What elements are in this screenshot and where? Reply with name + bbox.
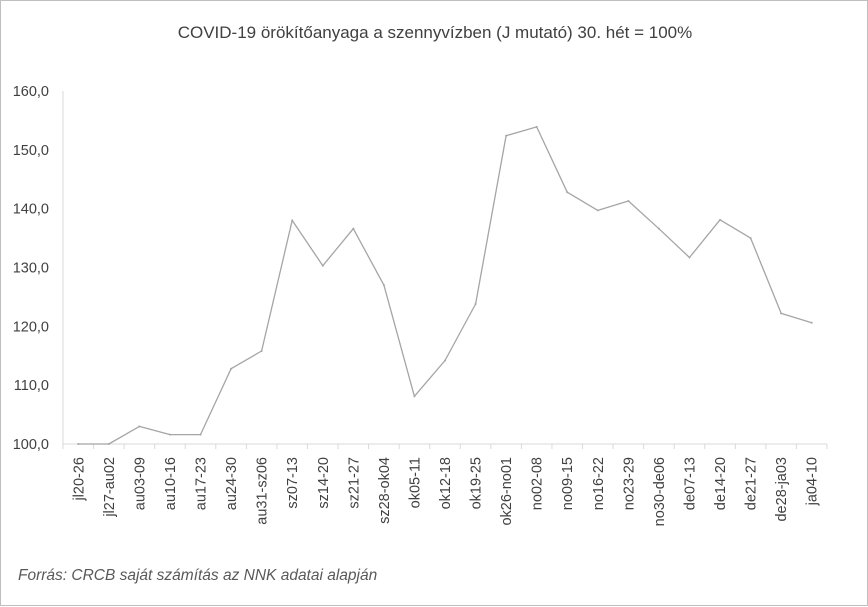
y-tick-label: 120,0 xyxy=(13,319,49,335)
data-point xyxy=(138,425,141,428)
x-tick-label: de14-20 xyxy=(713,457,729,510)
data-point xyxy=(413,395,416,398)
data-point xyxy=(505,134,508,137)
y-tick-label: 160,0 xyxy=(13,84,49,100)
x-tick-label: no16-22 xyxy=(591,457,607,510)
y-tick-label: 150,0 xyxy=(13,143,49,159)
x-tick-label: no23-29 xyxy=(621,457,637,510)
data-point xyxy=(749,237,752,240)
data-point xyxy=(77,443,80,445)
x-tick-label: sz07-13 xyxy=(285,457,301,509)
data-point xyxy=(168,433,171,436)
x-tick-label: au31-sz06 xyxy=(255,457,271,525)
x-tick-label: no02-08 xyxy=(530,457,546,510)
data-point xyxy=(199,433,202,436)
chart-title: COVID-19 örökítőanyaga a szennyvízben (J… xyxy=(178,23,693,42)
x-tick-label: au10-16 xyxy=(163,457,179,510)
data-point xyxy=(382,284,385,287)
data-point xyxy=(688,256,691,259)
data-point xyxy=(474,302,477,305)
data-point xyxy=(291,219,294,222)
x-tick-label: sz28-ok04 xyxy=(377,457,393,524)
x-tick-label: ja04-10 xyxy=(805,457,821,506)
x-tick-label: ok05-11 xyxy=(407,457,423,508)
data-point xyxy=(810,321,813,324)
y-tick-label: 140,0 xyxy=(13,202,49,218)
x-tick-label: au03-09 xyxy=(132,457,148,510)
series-layer xyxy=(77,125,813,445)
x-tick-label: sz14-20 xyxy=(316,457,332,509)
x-tick-label: au24-30 xyxy=(224,457,240,510)
x-tick-label: no30-de06 xyxy=(652,457,668,526)
x-tick-label: de07-13 xyxy=(682,457,698,510)
x-tick-label: au17-23 xyxy=(194,457,210,510)
x-tick-label: de21-27 xyxy=(744,457,760,510)
x-tick-label: ok19-25 xyxy=(469,457,485,509)
x-axis: jl20-26 jl27-au02 au03-09 au10-16 au17-23 au2… xyxy=(62,443,828,526)
x-tick-label: jl27-au02 xyxy=(102,457,118,518)
data-point xyxy=(321,264,324,267)
data-point xyxy=(780,312,783,315)
x-tick-label: ok12-18 xyxy=(438,457,454,509)
series-line xyxy=(78,126,812,445)
data-point xyxy=(535,125,538,128)
data-point xyxy=(719,218,722,221)
data-point xyxy=(260,350,263,353)
y-tick-label: 130,0 xyxy=(13,261,49,277)
source-note: Forrás: CRCB saját számítás az NNK adata… xyxy=(18,567,378,584)
data-point xyxy=(444,359,446,362)
y-tick-label: 100,0 xyxy=(13,437,49,453)
data-point xyxy=(230,367,233,370)
x-tick-label: no09-15 xyxy=(560,457,576,510)
x-tick-label: de28-ja03 xyxy=(774,457,790,522)
x-tick-label: jl20-26 xyxy=(71,457,87,502)
data-point xyxy=(627,200,630,203)
data-point xyxy=(107,443,110,445)
x-tick-label: ok26-no01 xyxy=(499,457,515,526)
data-point xyxy=(657,227,660,230)
data-point xyxy=(596,209,599,212)
y-axis: 100,0 110,0 120,0 130,0 140,0 150,0 160,0 xyxy=(13,84,64,453)
y-tick-label: 110,0 xyxy=(14,378,49,394)
data-point xyxy=(566,191,569,194)
data-point xyxy=(352,227,355,230)
x-tick-label: sz21-27 xyxy=(346,457,362,509)
